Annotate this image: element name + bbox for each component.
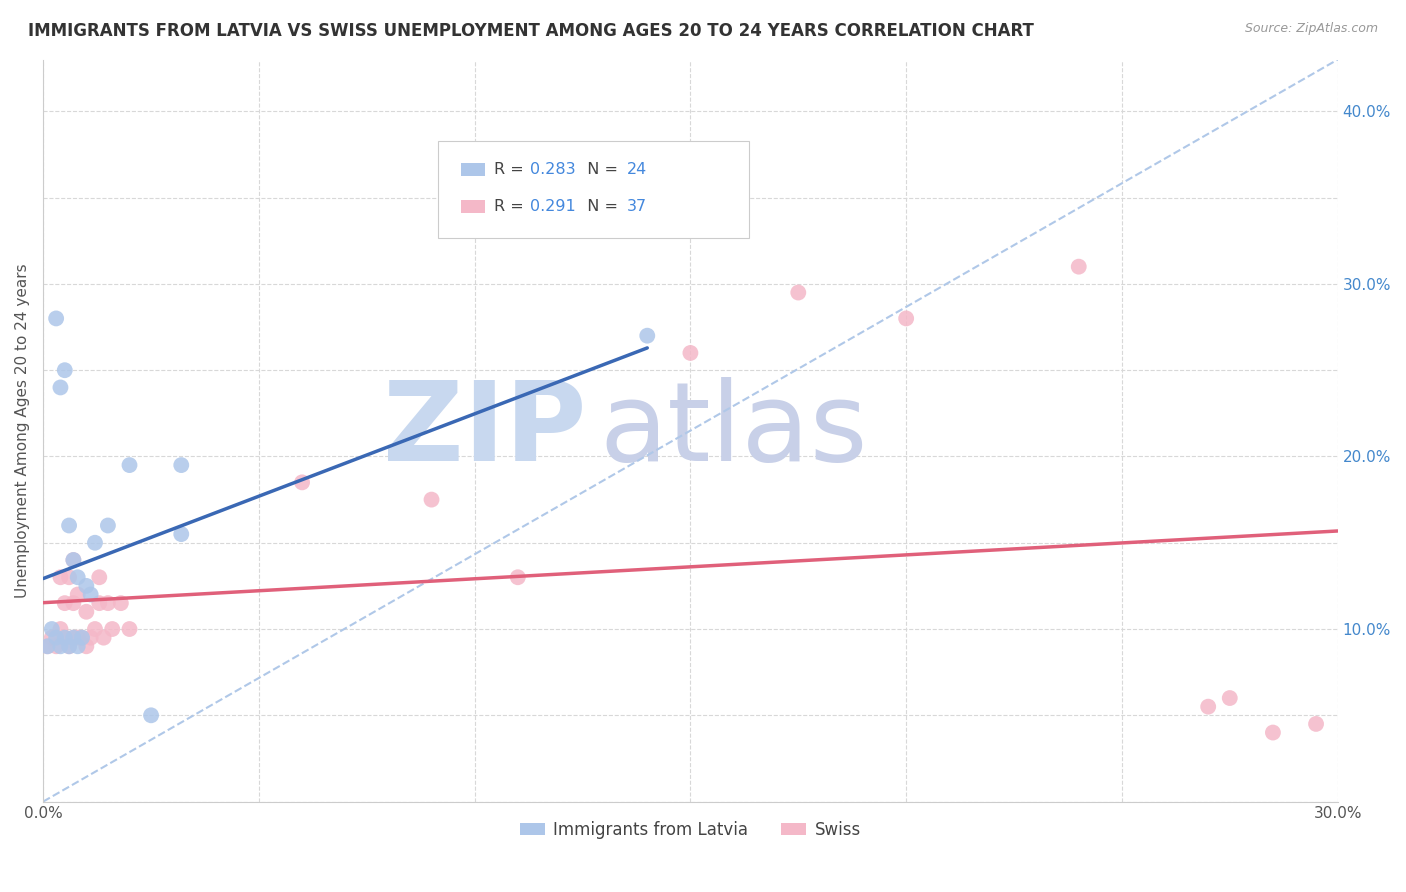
FancyBboxPatch shape	[461, 162, 485, 176]
Point	[97, 596, 120, 610]
Point	[636, 328, 658, 343]
Text: R =: R =	[494, 199, 529, 214]
Point	[75, 605, 97, 619]
Point	[66, 640, 89, 654]
Point	[49, 622, 72, 636]
Point	[53, 596, 76, 610]
Point	[79, 587, 101, 601]
Point	[97, 518, 120, 533]
Point	[66, 587, 89, 601]
Point	[62, 596, 84, 610]
Point	[75, 579, 97, 593]
Point	[49, 570, 72, 584]
Point	[1067, 260, 1090, 274]
Point	[291, 475, 314, 490]
Point	[170, 527, 193, 541]
Point	[58, 640, 80, 654]
Point	[53, 363, 76, 377]
Point	[53, 631, 76, 645]
Point	[787, 285, 810, 300]
Point	[66, 570, 89, 584]
Text: 0.291: 0.291	[530, 199, 575, 214]
Point	[1197, 699, 1219, 714]
Point	[62, 631, 84, 645]
Point	[58, 640, 80, 654]
Point	[49, 640, 72, 654]
Point	[84, 622, 107, 636]
Point	[89, 596, 111, 610]
Point	[45, 631, 67, 645]
Point	[170, 458, 193, 472]
Point	[894, 311, 917, 326]
Point	[1305, 717, 1327, 731]
Text: 24: 24	[627, 162, 647, 177]
Y-axis label: Unemployment Among Ages 20 to 24 years: Unemployment Among Ages 20 to 24 years	[15, 263, 30, 598]
Point	[118, 622, 141, 636]
Point	[110, 596, 132, 610]
Point	[49, 380, 72, 394]
Point	[66, 631, 89, 645]
Point	[420, 492, 443, 507]
Point	[506, 570, 529, 584]
Point	[41, 622, 63, 636]
Point	[58, 570, 80, 584]
Text: N =: N =	[576, 162, 623, 177]
Point	[139, 708, 162, 723]
Text: N =: N =	[576, 199, 623, 214]
FancyBboxPatch shape	[439, 141, 748, 237]
Point	[37, 640, 59, 654]
Point	[53, 631, 76, 645]
Point	[89, 570, 111, 584]
Point	[41, 631, 63, 645]
Point	[62, 553, 84, 567]
Point	[70, 631, 93, 645]
Point	[62, 553, 84, 567]
Text: IMMIGRANTS FROM LATVIA VS SWISS UNEMPLOYMENT AMONG AGES 20 TO 24 YEARS CORRELATI: IMMIGRANTS FROM LATVIA VS SWISS UNEMPLOY…	[28, 22, 1033, 40]
FancyBboxPatch shape	[461, 200, 485, 213]
Point	[679, 346, 702, 360]
Text: atlas: atlas	[600, 377, 869, 484]
Point	[93, 631, 115, 645]
Legend: Immigrants from Latvia, Swiss: Immigrants from Latvia, Swiss	[513, 814, 868, 846]
Point	[75, 640, 97, 654]
Text: Source: ZipAtlas.com: Source: ZipAtlas.com	[1244, 22, 1378, 36]
Point	[101, 622, 124, 636]
Point	[84, 535, 107, 549]
Text: R =: R =	[494, 162, 529, 177]
Text: ZIP: ZIP	[384, 377, 586, 484]
Point	[45, 640, 67, 654]
Text: 37: 37	[627, 199, 647, 214]
Point	[118, 458, 141, 472]
Text: 0.283: 0.283	[530, 162, 575, 177]
Point	[79, 631, 101, 645]
Point	[62, 631, 84, 645]
Point	[1219, 691, 1241, 706]
Point	[1261, 725, 1284, 739]
Point	[45, 311, 67, 326]
Point	[70, 631, 93, 645]
Point	[58, 518, 80, 533]
Point	[37, 640, 59, 654]
